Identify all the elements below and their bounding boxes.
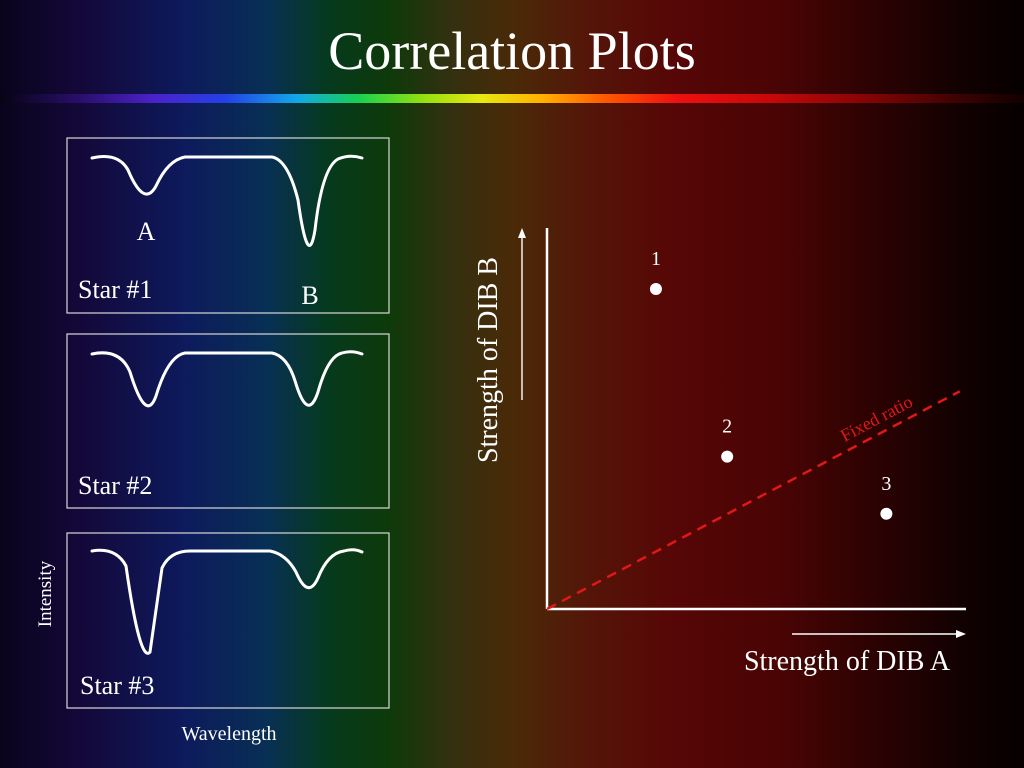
y-axis-title: Strength of DIB B <box>473 257 504 463</box>
correlation-plot: Strength of DIB B Strength of DIB A Fixe… <box>473 228 966 677</box>
line-b-label: B <box>301 281 318 310</box>
wavelength-axis-label: Wavelength <box>181 723 276 745</box>
line-a-label: A <box>137 217 156 246</box>
star-2-label: Star #2 <box>78 471 152 500</box>
spectrum-curve-star-1 <box>90 154 364 247</box>
data-point-label-2: 2 <box>722 416 732 438</box>
star-3-label: Star #3 <box>80 671 154 700</box>
data-points: 1 2 3 <box>649 248 893 520</box>
data-point-3 <box>880 507 893 520</box>
spectrum-panel-star-3 <box>66 532 390 709</box>
fixed-ratio-label: Fixed ratio <box>837 391 916 445</box>
star-1-label: Star #1 <box>78 275 152 304</box>
slide-title: Correlation Plots <box>328 21 696 81</box>
spectrum-panel-star-2 <box>66 333 390 509</box>
spectrum-curve-star-3 <box>90 548 364 655</box>
spectrum-panel-star-1 <box>66 137 390 314</box>
y-direction-arrowhead <box>518 228 526 238</box>
x-axis-title: Strength of DIB A <box>744 646 951 677</box>
data-point-1 <box>649 282 662 295</box>
spectrum-band <box>0 94 1024 103</box>
fixed-ratio-line <box>546 390 961 611</box>
x-direction-arrowhead <box>956 630 966 638</box>
data-point-label-1: 1 <box>651 248 661 270</box>
spectrum-curve-star-2 <box>90 350 364 408</box>
intensity-axis-label: Intensity <box>35 560 56 627</box>
spectra-panels: A B Star #1 Star #2 Star #3 Intensity Wa… <box>35 137 390 745</box>
data-point-2 <box>721 450 734 463</box>
data-point-label-3: 3 <box>881 473 891 495</box>
